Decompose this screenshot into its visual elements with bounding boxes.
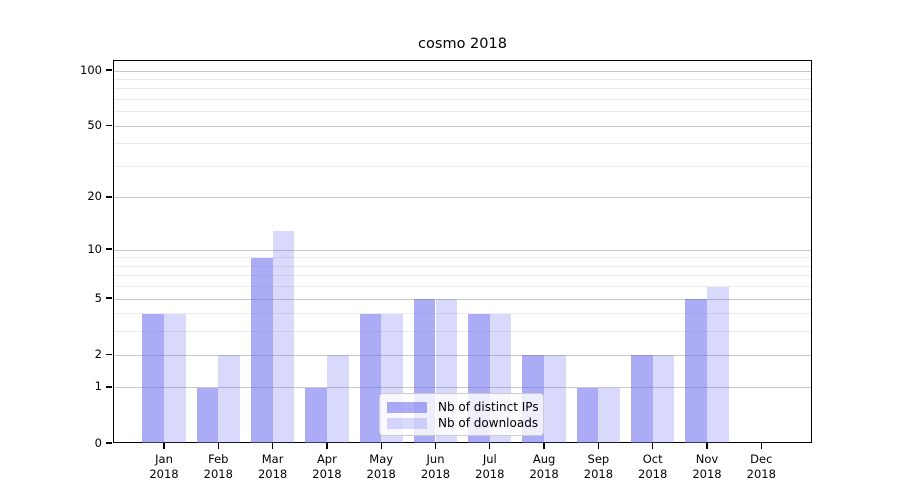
y-tick-mark: [106, 442, 112, 444]
x-tick-label-feb: Feb 2018: [203, 452, 233, 481]
x-tick-mark: [543, 443, 545, 449]
legend-item-downloads: Nb of downloads: [387, 416, 538, 430]
y-tick-label-10: 10: [87, 241, 102, 256]
x-tick-mark: [434, 443, 437, 449]
minor-gridline: [114, 165, 811, 167]
bar-nb-of-downloads-sep: [598, 387, 621, 443]
major-gridline: [114, 197, 811, 199]
y-tick-mark: [106, 248, 112, 250]
y-tick-label-5: 5: [94, 290, 102, 305]
major-gridline: [114, 70, 811, 72]
legend-swatch-distinct-ips: [387, 401, 427, 413]
major-gridline: [114, 298, 811, 300]
legend-label-downloads: Nb of downloads: [438, 416, 539, 430]
bar-nb-of-downloads-oct: [652, 355, 675, 443]
x-tick-mark: [597, 443, 600, 449]
bar-nb-of-downloads-mar: [272, 230, 295, 443]
major-gridline: [114, 354, 811, 356]
x-tick-mark: [326, 443, 328, 449]
bar-nb-of-distinct-ips-mar: [250, 257, 273, 443]
x-tick-label-may: May 2018: [366, 452, 396, 481]
y-tick-label-2: 2: [94, 346, 102, 361]
y-tick-label-20: 20: [87, 189, 102, 204]
y-tick-label-100: 100: [80, 62, 102, 77]
x-tick-mark: [217, 443, 219, 449]
major-gridline: [114, 125, 811, 127]
minor-gridline: [114, 98, 811, 100]
x-tick-mark: [706, 443, 708, 449]
major-gridline: [114, 387, 811, 389]
y-tick-mark: [106, 386, 112, 388]
minor-gridline: [114, 331, 811, 333]
bar-nb-of-distinct-ips-sep: [576, 387, 599, 443]
bar-nb-of-distinct-ips-jan: [142, 313, 164, 443]
bar-nb-of-distinct-ips-nov: [685, 299, 707, 443]
legend-label-distinct-ips: Nb of distinct IPs: [438, 400, 539, 414]
legend: Nb of distinct IPs Nb of downloads: [379, 393, 544, 436]
x-tick-label-aug: Aug 2018: [529, 452, 559, 481]
y-tick-mark: [106, 297, 112, 299]
bar-nb-of-distinct-ips-oct: [631, 355, 653, 443]
minor-gridline: [114, 88, 811, 90]
y-tick-label-1: 1: [94, 379, 102, 394]
bar-nb-of-distinct-ips-apr: [305, 387, 327, 443]
x-tick-label-oct: Oct 2018: [638, 452, 668, 481]
bar-nb-of-downloads-jan: [164, 313, 186, 443]
chart-title: cosmo 2018: [418, 36, 507, 52]
x-tick-mark: [489, 443, 491, 449]
bar-nb-of-downloads-apr: [326, 355, 349, 443]
y-tick-label-50: 50: [87, 117, 102, 132]
x-tick-label-apr: Apr 2018: [312, 452, 342, 481]
minor-gridline: [114, 78, 811, 80]
y-tick-label-0: 0: [94, 435, 102, 450]
x-tick-label-dec: Dec 2018: [746, 452, 776, 481]
major-gridline: [114, 249, 811, 251]
x-tick-mark: [380, 443, 382, 449]
y-tick-mark: [106, 124, 112, 126]
x-tick-label-jan: Jan 2018: [149, 452, 179, 481]
bar-nb-of-downloads-aug: [544, 355, 566, 443]
x-tick-label-jul: Jul 2018: [475, 452, 505, 481]
minor-gridline: [114, 275, 811, 277]
x-tick-label-jun: Jun 2018: [420, 452, 451, 481]
x-tick-label-nov: Nov 2018: [692, 452, 722, 481]
y-tick-mark: [106, 69, 112, 71]
bar-nb-of-distinct-ips-may: [359, 313, 382, 443]
minor-gridline: [114, 257, 811, 259]
minor-gridline: [114, 111, 811, 113]
bar-nb-of-downloads-nov: [707, 286, 729, 443]
legend-swatch-downloads: [387, 417, 427, 429]
legend-item-distinct-ips: Nb of distinct IPs: [387, 400, 539, 414]
x-tick-label-mar: Mar 2018: [257, 452, 288, 481]
bar-nb-of-distinct-ips-feb: [196, 387, 219, 443]
x-tick-mark: [163, 443, 165, 449]
plot-area: [113, 60, 812, 443]
minor-gridline: [114, 265, 811, 267]
x-tick-label-sep: Sep 2018: [583, 452, 614, 481]
minor-gridline: [114, 143, 811, 145]
y-tick-mark: [106, 353, 112, 355]
x-tick-mark: [271, 443, 274, 449]
x-tick-mark: [652, 443, 654, 449]
minor-gridline: [114, 286, 811, 288]
minor-gridline: [114, 313, 811, 315]
x-tick-mark: [760, 443, 762, 449]
bar-nb-of-downloads-feb: [218, 355, 240, 443]
y-tick-mark: [106, 196, 112, 198]
